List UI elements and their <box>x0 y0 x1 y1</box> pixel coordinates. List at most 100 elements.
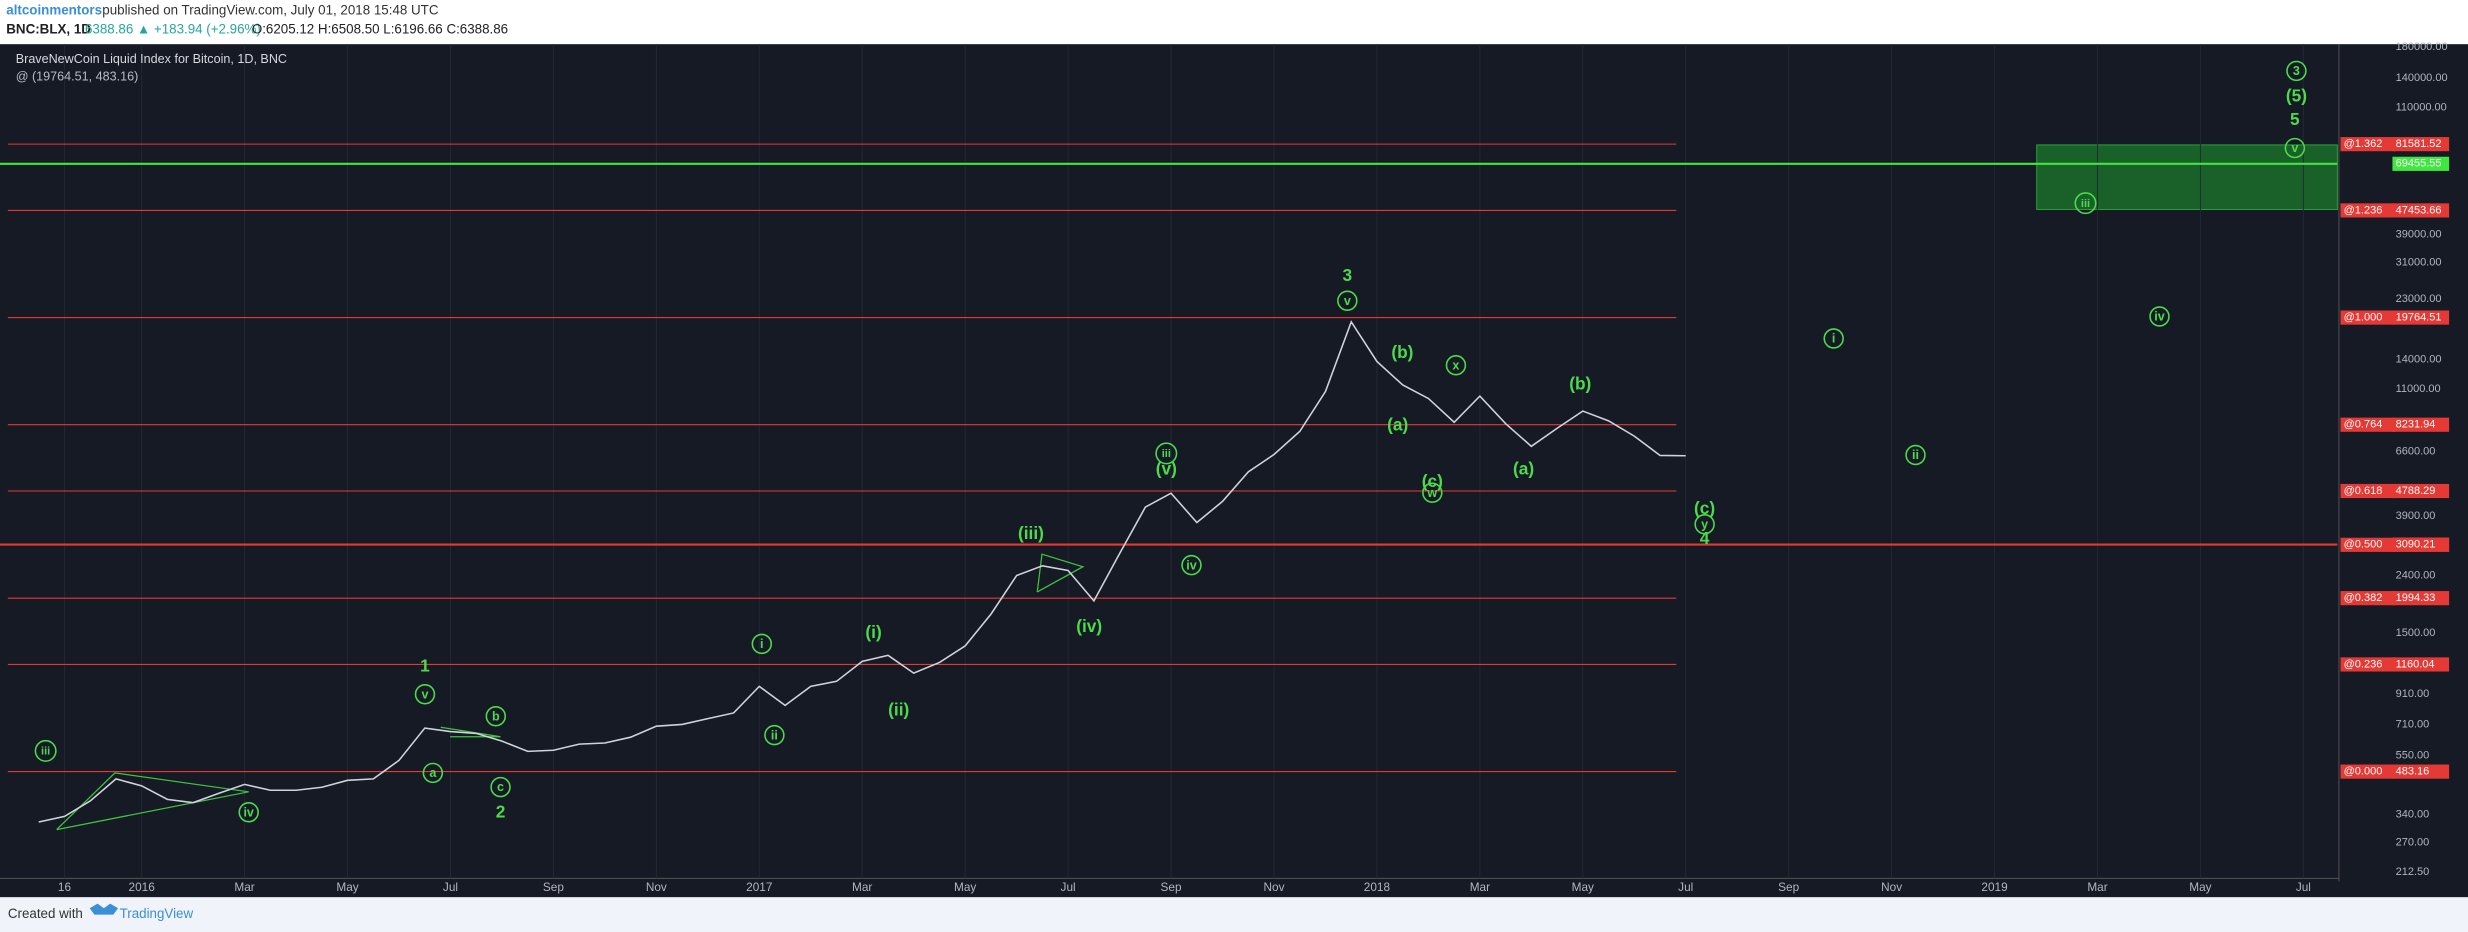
fib-value-box <box>2392 417 2450 432</box>
wave-circle <box>2284 137 2306 159</box>
y-tick-label: 39000.00 <box>2396 228 2442 240</box>
wave-label: ii <box>771 728 778 742</box>
price-line <box>38 320 1686 823</box>
x-tick-label: Sep <box>1778 880 1799 894</box>
y-tick-label: 550.00 <box>2396 750 2430 762</box>
wave-label: (c) <box>1422 471 1443 491</box>
x-tick-label: Nov <box>646 880 667 894</box>
logo <box>89 903 119 915</box>
wave-circle <box>2074 192 2097 215</box>
y-tick-label: 2400.00 <box>2396 569 2436 581</box>
flag <box>440 726 501 738</box>
wave-label: ii <box>1912 448 1919 462</box>
y-tick-label: 340.00 <box>2396 808 2430 820</box>
fib-ratio-box <box>2340 203 2396 218</box>
level-value: 3090.21 <box>2396 538 2436 550</box>
y-tick-label: 6600.00 <box>2396 446 2436 458</box>
triangle <box>56 772 249 831</box>
fib-value: 81581.52 <box>2396 138 2442 150</box>
wave-label: iii <box>41 746 50 758</box>
fib-ratio-box <box>2340 137 2396 152</box>
x-tick-label: Jul <box>2296 880 2311 894</box>
wave-label: i <box>1832 332 1835 346</box>
wave-label: (b) <box>1391 342 1413 362</box>
fib-ratio: @1.000 <box>2344 311 2383 323</box>
y-tick-label: 180000.00 <box>2396 41 2448 53</box>
fib-value: 4788.29 <box>2396 485 2436 497</box>
triangle <box>1036 553 1085 593</box>
wave-circle <box>414 683 436 705</box>
x-tick-label: May <box>336 880 358 894</box>
triangles <box>56 553 1085 831</box>
y-tick-label: 23000.00 <box>2396 293 2442 305</box>
wave-circle <box>1445 355 1467 376</box>
fib-value: 1160.04 <box>2396 658 2435 670</box>
wave-label: b <box>492 709 500 723</box>
wave-circle <box>764 724 785 746</box>
wave-label: i <box>760 637 764 651</box>
wave-label: 3 <box>2293 64 2300 78</box>
annotations: iii1vbac2iviii(i)(ii)(iii)iii(v)(iv)iv3v… <box>34 60 2307 823</box>
target-zone <box>2036 144 2338 210</box>
x-tick-label: Nov <box>1263 880 1284 894</box>
wave-label: w <box>1426 486 1437 500</box>
fib-value: 1994.33 <box>2396 592 2436 604</box>
wave-label: y <box>1701 517 1708 531</box>
fib-ratio: @0.000 <box>2344 766 2383 778</box>
wave-label: (a) <box>1387 414 1408 434</box>
fib-ratio: @0.618 <box>2344 485 2383 497</box>
footer-brand[interactable]: TradingView <box>120 906 194 921</box>
fib-ratio-box <box>2340 483 2396 499</box>
wave-label: x <box>1452 358 1459 372</box>
x-tick-label: May <box>2189 880 2211 894</box>
wave-circle <box>485 706 507 727</box>
y-tick-label: 1500.00 <box>2396 627 2436 639</box>
x-tick-label: 2017 <box>746 880 772 894</box>
level-value: 69455.55 <box>2396 158 2442 170</box>
x-tick-label: May <box>954 880 976 894</box>
levels <box>0 143 2338 773</box>
wave-circle <box>1337 290 1358 311</box>
y-tick-label: 31000.00 <box>2396 256 2442 268</box>
wave-label: iv <box>2154 310 2165 324</box>
wave-label: iv <box>243 805 254 819</box>
x-tick-label: Sep <box>543 880 564 894</box>
fib-value-box <box>2392 483 2450 499</box>
wave-label: (i) <box>865 622 881 642</box>
footer-bg <box>0 897 2468 932</box>
wave-label: (b) <box>1569 374 1591 394</box>
fib-ratio: @1.236 <box>2344 204 2383 216</box>
x-tick-label: 2019 <box>1981 880 2007 894</box>
x-tick-label: Mar <box>852 880 872 894</box>
y-tick-label: 710.00 <box>2396 718 2430 730</box>
y-tick-label: 11000.00 <box>2396 383 2441 395</box>
x-tick-label: Mar <box>2087 880 2107 894</box>
y-tick-label: 270.00 <box>2396 837 2430 849</box>
wave-label: (5) <box>2286 85 2307 105</box>
header-bg <box>0 0 2468 45</box>
author[interactable]: altcoinmentors <box>6 3 102 18</box>
wave-circle <box>751 633 773 655</box>
x-tick-label: Mar <box>234 880 254 894</box>
wave-circle <box>238 802 259 823</box>
fib-ratio: @0.382 <box>2344 592 2383 604</box>
x-tick-label: Jul <box>443 880 458 894</box>
fib-value: 483.16 <box>2396 766 2430 778</box>
wave-circle <box>2286 60 2307 82</box>
chart-title: BraveNewCoin Liquid Index for Bitcoin, 1… <box>16 52 287 66</box>
fib-value-box <box>2392 657 2450 672</box>
wave-circle <box>1422 482 1443 503</box>
y-tick-label: 910.00 <box>2396 688 2430 700</box>
published: published on TradingView.com, July 01, 2… <box>102 3 439 18</box>
fib-value-box <box>2392 310 2450 325</box>
wave-label: v <box>1344 294 1351 308</box>
wave-label: a <box>429 766 437 780</box>
wave-label: 4 <box>1700 528 1710 548</box>
wave-label: 5 <box>2290 109 2300 129</box>
wave-label: c <box>497 780 504 794</box>
wave-label: (c) <box>1694 498 1715 518</box>
fib-ratio: @0.500 <box>2344 539 2383 551</box>
plot <box>38 320 1686 823</box>
